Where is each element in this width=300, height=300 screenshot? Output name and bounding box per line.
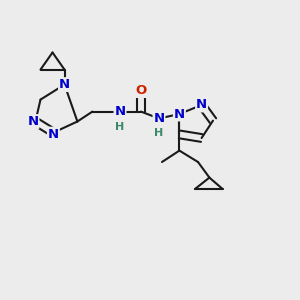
Text: N: N	[153, 112, 165, 125]
Text: O: O	[135, 84, 147, 97]
Text: N: N	[48, 128, 59, 141]
Text: N: N	[27, 115, 39, 128]
Text: H: H	[154, 128, 164, 139]
Text: N: N	[114, 105, 126, 118]
Text: N: N	[59, 78, 70, 91]
Text: N: N	[174, 107, 185, 121]
Text: N: N	[196, 98, 207, 112]
Text: H: H	[116, 122, 124, 132]
